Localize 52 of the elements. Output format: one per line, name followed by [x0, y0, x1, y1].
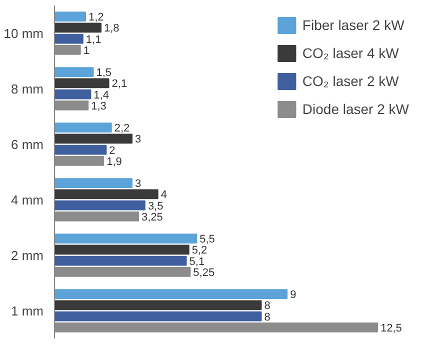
bar — [54, 78, 110, 88]
data-label: 1,5 — [96, 67, 112, 80]
bar — [54, 134, 133, 144]
bar — [54, 67, 94, 78]
data-label: 3 — [135, 178, 142, 190]
bar — [54, 22, 102, 33]
data-label: 3,25 — [141, 211, 163, 224]
data-label: 8 — [264, 311, 270, 324]
legend-label: CO₂ laser 2 kW — [302, 73, 399, 89]
bar — [54, 311, 262, 322]
y-tick-label: 8 mm — [11, 81, 44, 96]
data-label: 1,3 — [91, 100, 106, 112]
bar — [54, 122, 112, 133]
bar — [54, 289, 288, 300]
bar — [54, 34, 84, 44]
y-tick-label: 1 mm — [11, 303, 44, 318]
bar — [54, 189, 158, 200]
bar — [54, 256, 187, 266]
data-label: 1,9 — [106, 156, 122, 168]
data-label: 1,1 — [86, 34, 102, 46]
data-label: 4 — [160, 189, 167, 202]
data-label: 1,2 — [88, 12, 104, 24]
y-tick-label: 2 mm — [11, 248, 44, 263]
data-label: 1,4 — [94, 89, 109, 102]
data-label: 5,25 — [193, 266, 215, 279]
data-label: 5,2 — [192, 244, 208, 257]
y-tick-label: 10 mm — [4, 26, 44, 41]
data-label: 12,5 — [380, 322, 402, 334]
data-label: 1 — [83, 44, 90, 57]
data-label: 5,5 — [200, 234, 215, 246]
legend-label: Fiber laser 2 kW — [302, 17, 404, 33]
data-label: 8 — [264, 300, 270, 312]
data-label: 9 — [290, 289, 296, 302]
legend-label: CO₂ laser 4 kW — [302, 45, 399, 61]
data-label: 2,2 — [114, 122, 130, 135]
data-label: 2,1 — [112, 78, 128, 90]
y-tick-label: 6 mm — [11, 136, 44, 152]
data-label: 5,1 — [189, 256, 205, 268]
bar — [54, 244, 190, 255]
data-label: 3,5 — [148, 200, 164, 212]
y-tick-label: 4 mm — [11, 192, 44, 208]
bar — [54, 89, 92, 100]
data-label: 3 — [135, 134, 142, 146]
data-label: 2 — [109, 144, 116, 157]
legend-label: Diode laser 2 kW — [302, 101, 409, 117]
bar — [54, 300, 262, 310]
data-label: 1,8 — [104, 22, 120, 35]
bar — [54, 178, 133, 188]
bar — [54, 144, 107, 155]
bar — [54, 200, 146, 210]
bar — [54, 12, 86, 22]
bar — [54, 234, 198, 244]
